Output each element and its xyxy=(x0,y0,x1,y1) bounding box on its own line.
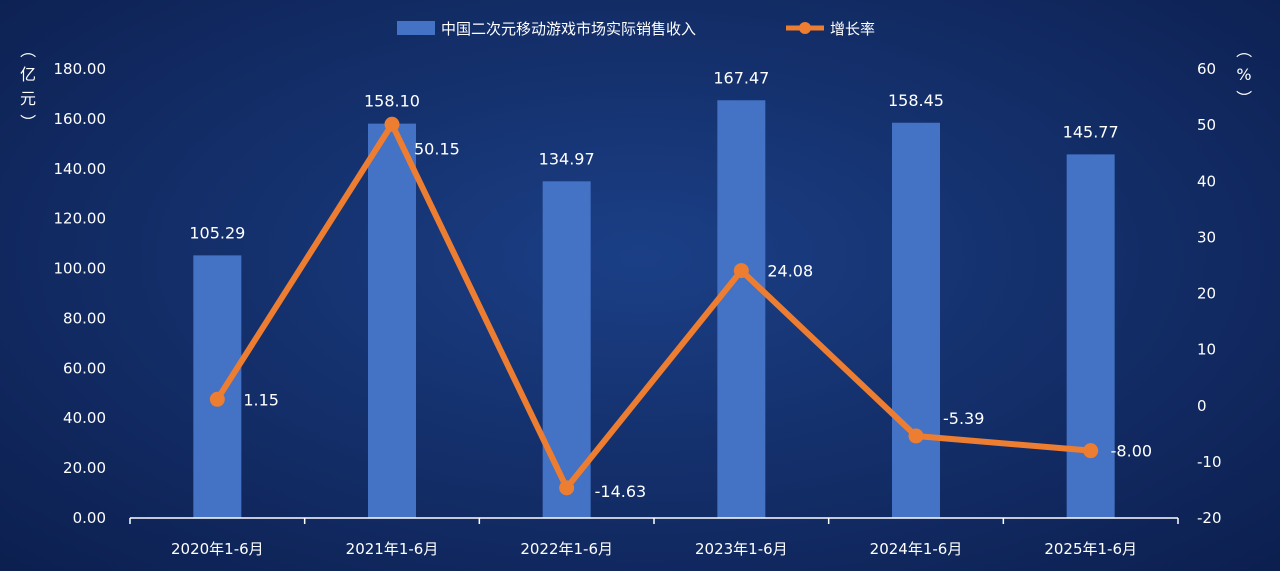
right-tick-label: 0 xyxy=(1197,397,1207,415)
right-tick-label: 40 xyxy=(1197,172,1216,190)
line-point xyxy=(733,263,749,279)
right-tick-label: 50 xyxy=(1197,116,1216,134)
bar xyxy=(1066,154,1115,518)
line-value-label: 24.08 xyxy=(767,262,813,281)
right-axis-unit-label: （% ） xyxy=(1234,42,1253,106)
line-point xyxy=(908,428,924,444)
line-point xyxy=(1083,443,1099,459)
left-tick-label: 60.00 xyxy=(63,359,106,377)
left-tick-label: 100.00 xyxy=(54,260,107,278)
bar-value-label: 158.45 xyxy=(888,91,944,110)
bar xyxy=(892,122,940,518)
x-tick-label: 2023年1-6月 xyxy=(695,540,788,558)
x-tick-label: 2021年1-6月 xyxy=(346,540,439,558)
right-tick-label: 10 xyxy=(1197,341,1216,359)
x-tick-label: 2024年1-6月 xyxy=(870,540,963,558)
left-tick-label: 160.00 xyxy=(54,110,107,128)
line-value-label: -5.39 xyxy=(943,409,984,428)
right-axis-unit-char: % xyxy=(1236,65,1251,84)
left-axis-unit-char: 亿 xyxy=(20,65,36,84)
left-axis-unit-char: 元 xyxy=(20,89,36,108)
left-tick-label: 180.00 xyxy=(54,60,107,78)
x-tick-label: 2022年1-6月 xyxy=(520,540,613,558)
legend-line-marker xyxy=(799,22,811,34)
right-axis-unit-char: （ xyxy=(1234,42,1253,58)
right-tick-label: -20 xyxy=(1197,509,1222,527)
right-axis-ticks: -20 -10 0 10 20 30 40 50 60 xyxy=(1197,60,1222,527)
line-point xyxy=(384,116,400,132)
line-data-labels: 1.15 50.15 -14.63 24.08 -5.39 -8.00 xyxy=(243,139,1152,501)
right-tick-label: 60 xyxy=(1197,60,1216,78)
line-value-label: -14.63 xyxy=(595,482,647,501)
right-tick-label: 20 xyxy=(1197,285,1216,303)
left-tick-label: 40.00 xyxy=(63,409,106,427)
bar xyxy=(542,181,591,518)
line-value-label: 1.15 xyxy=(243,390,279,409)
bar xyxy=(717,100,766,519)
bar-series xyxy=(193,100,1115,519)
line-point xyxy=(209,391,225,407)
bar-value-label: 105.29 xyxy=(189,223,245,242)
left-tick-label: 80.00 xyxy=(63,309,106,327)
bar-value-label: 134.97 xyxy=(539,149,595,168)
left-tick-label: 140.00 xyxy=(54,160,107,178)
bar xyxy=(193,255,242,519)
right-tick-label: -10 xyxy=(1197,453,1222,471)
legend-line-label: 增长率 xyxy=(830,20,875,38)
left-axis-unit-label: （ 亿元 ） xyxy=(18,42,37,130)
x-tick-label: 2025年1-6月 xyxy=(1044,540,1137,558)
line-point xyxy=(559,480,575,496)
left-axis-unit-char: ） xyxy=(18,114,37,130)
bar-value-label: 158.10 xyxy=(364,92,420,111)
right-tick-label: 30 xyxy=(1197,228,1216,246)
line-value-label: 50.15 xyxy=(414,139,460,158)
left-tick-label: 120.00 xyxy=(54,210,107,228)
bar-data-labels: 105.29 158.10 134.97 167.47 158.45 145.77 xyxy=(189,68,1118,242)
left-axis-unit-char: （ xyxy=(18,42,37,58)
legend-bar-swatch xyxy=(397,21,435,35)
x-axis: 2020年1-6月 2021年1-6月 2022年1-6月 2023年1-6月 2024… xyxy=(129,517,1179,558)
right-axis-unit-char: ） xyxy=(1234,90,1253,106)
bar xyxy=(368,123,416,519)
line-series xyxy=(209,116,1099,496)
left-axis-ticks: 0.00 20.00 40.00 60.00 80.00 100.00 120.00 140.… xyxy=(54,60,107,527)
left-tick-label: 20.00 xyxy=(63,459,106,477)
legend-bar-label: 中国二次元移动游戏市场实际销售收入 xyxy=(441,20,696,38)
x-tick-label: 2020年1-6月 xyxy=(171,540,264,558)
legend: 中国二次元移动游戏市场实际销售收入 增长率 xyxy=(397,20,875,38)
line-value-label: -8.00 xyxy=(1111,442,1152,461)
growth-line xyxy=(214,121,1091,491)
bar-value-label: 145.77 xyxy=(1063,122,1119,141)
bar-value-label: 167.47 xyxy=(713,68,769,87)
left-tick-label: 0.00 xyxy=(73,509,106,527)
